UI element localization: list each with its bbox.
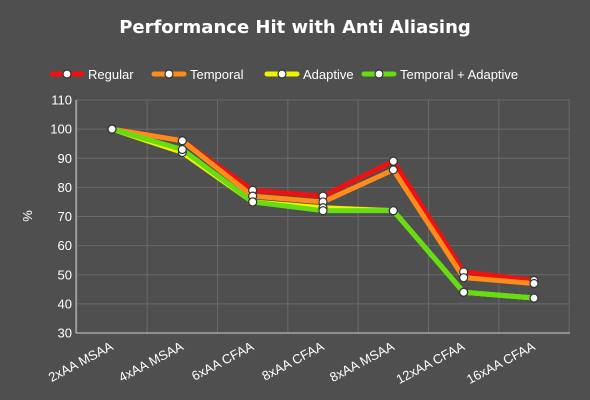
series-point <box>388 206 398 216</box>
series-point <box>459 287 469 297</box>
y-tick-label: 100 <box>50 122 72 137</box>
series-point <box>177 136 187 146</box>
x-tick-label: 2xAA MSAA <box>46 338 116 385</box>
series-point <box>459 273 469 283</box>
series-point <box>529 278 539 289</box>
legend-label: Adaptive <box>303 67 354 82</box>
x-tick-label: 4xAA MSAA <box>116 338 186 385</box>
y-tick-label: 110 <box>51 93 72 108</box>
legend-label: Regular <box>88 67 134 82</box>
x-tick-label: 16xAA CFAA <box>464 338 538 387</box>
legend-label: Temporal <box>190 67 244 82</box>
legend: Regular Temporal Adaptive Temporal + Adapti… <box>49 67 518 82</box>
legend-marker <box>277 69 287 79</box>
y-tick-label: 70 <box>58 209 72 224</box>
series-point <box>318 206 328 216</box>
y-tick-label: 40 <box>58 296 72 311</box>
legend-label: Temporal + Adaptive <box>400 67 518 82</box>
y-tick-label: 60 <box>58 238 72 253</box>
y-tick-label: 30 <box>58 326 72 341</box>
x-tick-label: 8xAA CFAA <box>259 338 326 383</box>
y-axis-label: % <box>20 210 35 222</box>
axes <box>75 100 570 334</box>
x-tick-label: 6xAA CFAA <box>189 338 256 383</box>
legend-marker <box>164 69 174 79</box>
series-point <box>248 197 258 207</box>
x-tick-label: 12xAA CFAA <box>394 338 468 387</box>
y-tick-label: 50 <box>58 267 72 282</box>
series-point <box>388 165 398 175</box>
legend-marker <box>62 69 72 79</box>
legend-marker <box>374 69 384 79</box>
series-point <box>388 156 398 166</box>
x-tick-label: 8xAA MSAA <box>327 338 397 385</box>
chart-title: Performance Hit with Anti Aliasing <box>119 17 471 38</box>
series-point <box>177 144 187 155</box>
series-points <box>107 124 539 303</box>
series-point <box>107 124 117 134</box>
y-tick-label: 90 <box>58 151 72 166</box>
grid <box>76 99 570 334</box>
tick-labels: 30 40 50 60 70 80 90 100 110 2xAA MSAA 4xAA MSAA 6x… <box>46 93 538 387</box>
y-tick-label: 80 <box>58 180 72 195</box>
series-point <box>529 293 539 303</box>
